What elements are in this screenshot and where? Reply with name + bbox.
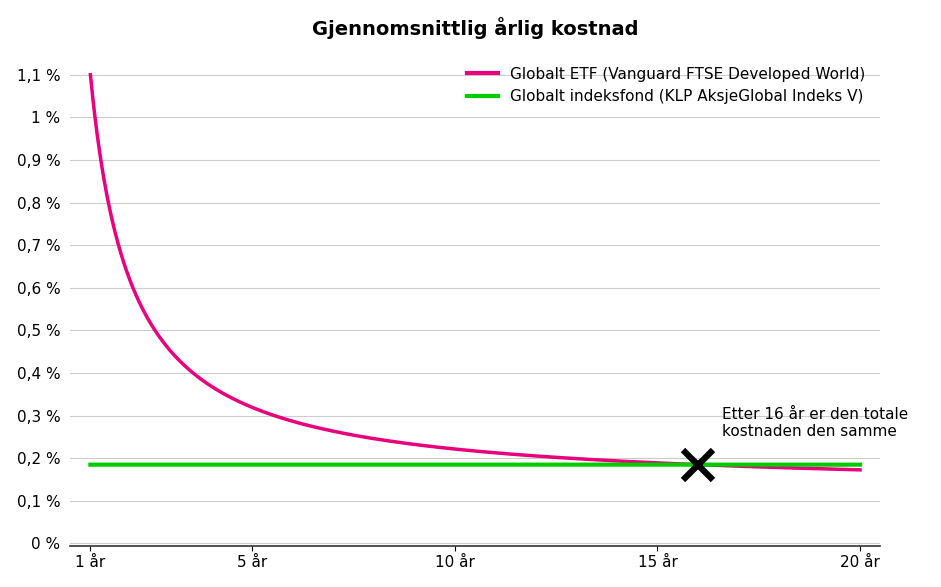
Globalt ETF (Vanguard FTSE Developed World) (854, 466, 866, 473)
Globalt ETF (Vanguard FTSE Developed World) (459, 447, 470, 454)
Globalt ETF (Vanguard FTSE Developed World) (832, 465, 843, 473)
Legend: Globalt ETF (Vanguard FTSE Developed World), Globalt indeksfond (KLP AksjeGlobal: Globalt ETF (Vanguard FTSE Developed Wor… (459, 59, 872, 112)
Globalt indeksfond (KLP AksjeGlobal Indeks V) (854, 461, 866, 468)
Globalt ETF (Vanguard FTSE Developed World) (439, 444, 450, 451)
Globalt ETF (Vanguard FTSE Developed World) (832, 465, 843, 473)
Globalt ETF (Vanguard FTSE Developed World) (124, 276, 136, 283)
Globalt indeksfond (KLP AksjeGlobal Indeks V) (832, 461, 843, 468)
Globalt indeksfond (KLP AksjeGlobal Indeks V) (459, 461, 470, 468)
Globalt ETF (Vanguard FTSE Developed World) (85, 71, 96, 78)
Globalt indeksfond (KLP AksjeGlobal Indeks V) (832, 461, 843, 468)
Globalt indeksfond (KLP AksjeGlobal Indeks V) (691, 461, 702, 468)
Globalt indeksfond (KLP AksjeGlobal Indeks V) (439, 461, 450, 468)
Title: Gjennomsnittlig årlig kostnad: Gjennomsnittlig årlig kostnad (312, 16, 638, 39)
Line: Globalt ETF (Vanguard FTSE Developed World): Globalt ETF (Vanguard FTSE Developed Wor… (90, 75, 860, 470)
Globalt indeksfond (KLP AksjeGlobal Indeks V) (85, 461, 96, 468)
Globalt indeksfond (KLP AksjeGlobal Indeks V) (124, 461, 136, 468)
Text: Etter 16 år er den totale
kostnaden den samme: Etter 16 år er den totale kostnaden den … (723, 407, 909, 439)
Globalt ETF (Vanguard FTSE Developed World) (691, 461, 702, 468)
